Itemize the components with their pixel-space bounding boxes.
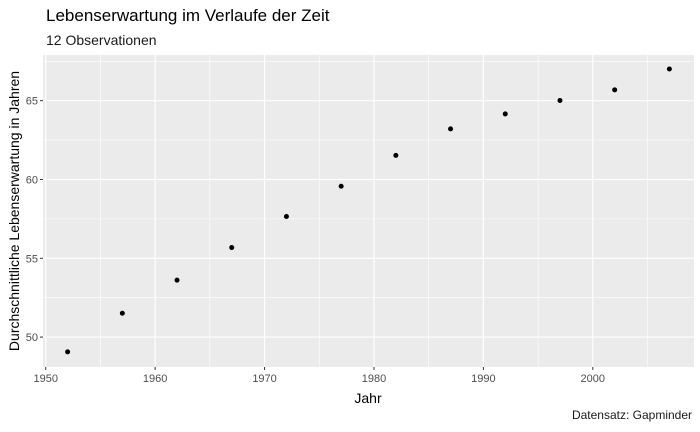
x-tick-label: 1990 (471, 373, 495, 385)
x-tick-label: 2000 (581, 373, 605, 385)
data-point (229, 245, 235, 251)
x-tick-label: 1950 (33, 373, 57, 385)
x-tick-label: 1960 (143, 373, 167, 385)
data-point (65, 349, 71, 355)
grid-major (43, 55, 694, 367)
y-axis: 50 55 60 65 (26, 96, 43, 344)
data-point (119, 310, 125, 316)
x-axis: 1950 1960 1970 1980 1990 2000 (33, 367, 605, 385)
data-point (666, 66, 672, 72)
data-point (448, 126, 454, 132)
data-point (502, 111, 508, 117)
y-axis-title: Durchschnittliche Lebenserwartung in Jah… (6, 71, 22, 351)
data-point (612, 87, 618, 93)
chart-caption: Datensatz: Gapminder (571, 408, 692, 422)
data-point (174, 277, 180, 283)
data-point (557, 98, 563, 104)
grid-minor (43, 55, 694, 367)
x-axis-title: Jahr (354, 390, 382, 406)
y-tick-label: 55 (26, 253, 38, 265)
chart-subtitle: 12 Observationen (46, 32, 157, 48)
data-point (338, 183, 344, 189)
y-tick-label: 65 (26, 96, 38, 108)
data-point (283, 214, 289, 220)
y-tick-label: 50 (26, 332, 38, 344)
data-point (393, 152, 399, 158)
data-points (65, 66, 672, 355)
x-tick-label: 1980 (362, 373, 386, 385)
x-tick-label: 1970 (252, 373, 276, 385)
y-tick-label: 60 (26, 174, 38, 186)
plot-panel (43, 55, 694, 367)
chart-title: Lebenserwartung im Verlaufe der Zeit (46, 6, 330, 25)
